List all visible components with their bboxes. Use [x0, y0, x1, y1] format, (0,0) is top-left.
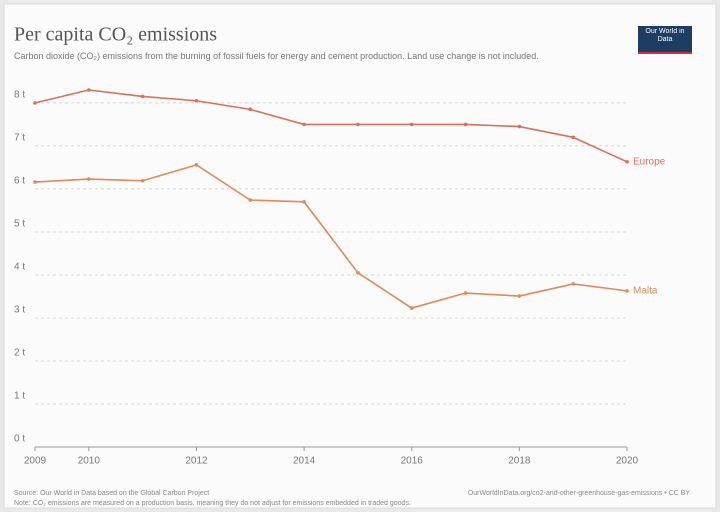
point — [33, 101, 37, 105]
x-tick-label: 2010 — [78, 456, 101, 467]
logo-stripe — [638, 52, 692, 54]
logo-box — [638, 26, 692, 54]
chart-title: Per capita CO₂ emissions — [14, 24, 217, 46]
point — [409, 306, 414, 310]
x-tick-label: 2020 — [616, 456, 639, 467]
point — [302, 200, 306, 204]
point — [517, 294, 522, 298]
point — [140, 178, 145, 183]
point — [571, 135, 575, 140]
y-tick-label: 4 t — [14, 262, 25, 273]
y-tick-label: 2 t — [14, 348, 25, 359]
y-tick-label: 3 t — [14, 305, 25, 316]
series-line — [34, 89, 628, 163]
point — [248, 198, 253, 202]
point — [356, 271, 360, 275]
y-tick-label: 5 t — [14, 219, 25, 230]
series-line — [34, 163, 628, 309]
url: OurWorldInData.org/co2-and-other-greenho… — [468, 490, 690, 497]
x-tick-label: 2014 — [293, 456, 316, 467]
point — [33, 180, 37, 184]
point — [517, 124, 522, 129]
y-tick-label: 0 t — [14, 434, 25, 445]
point — [409, 122, 414, 127]
chart-subtitle: Carbon dioxide (CO₂) emissions from the … — [14, 51, 539, 61]
point — [356, 122, 360, 127]
x-tick-label: 2016 — [401, 456, 424, 467]
point — [140, 94, 145, 99]
series-label: Europe — [633, 156, 666, 167]
subtitle-box: Carbon dioxide (CO₂) emissions from the … — [14, 51, 539, 61]
point — [194, 163, 199, 167]
point — [463, 122, 468, 127]
point — [625, 289, 629, 293]
point — [194, 98, 199, 103]
logo-text-box: Our World in Data — [645, 28, 685, 43]
x-tick-label: 2012 — [185, 456, 208, 467]
y-tick-label: 7 t — [14, 133, 25, 144]
logo: Our World in Data — [645, 28, 685, 43]
point — [87, 177, 91, 181]
series-label: Malta — [633, 286, 658, 297]
point — [625, 160, 629, 164]
point — [302, 122, 306, 127]
source: Source: Our World in Data based on the G… — [14, 490, 209, 497]
card — [3, 3, 717, 509]
y-tick-label: 8 t — [14, 90, 25, 101]
note: Note: CO₂ emissions are measured on a pr… — [14, 500, 411, 507]
point — [87, 88, 91, 92]
point — [248, 107, 253, 112]
point — [571, 282, 575, 286]
x-tick-label: 2009 — [24, 456, 47, 467]
point — [463, 291, 468, 295]
y-tick-label: 6 t — [14, 176, 25, 187]
x-tick-label: 2018 — [508, 456, 531, 467]
y-tick-label: 1 t — [14, 391, 25, 402]
